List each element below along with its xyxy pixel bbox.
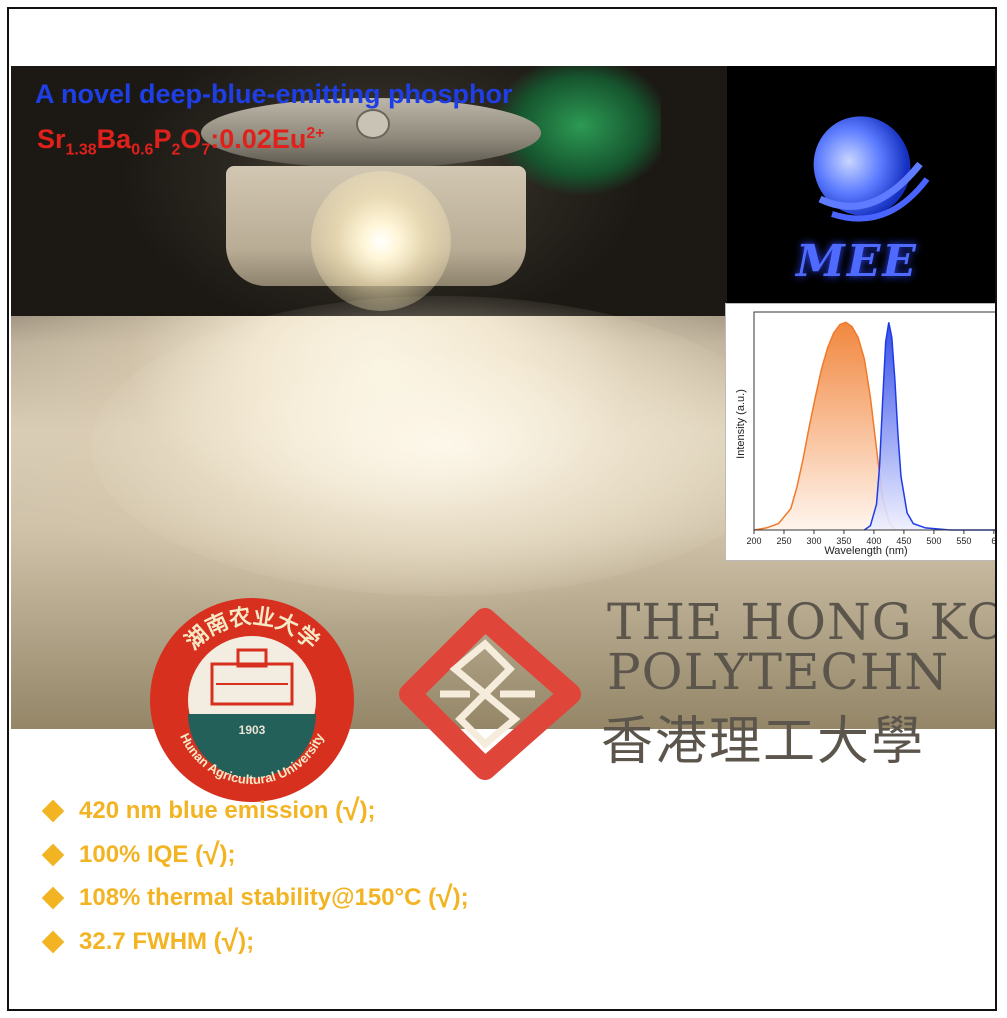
x-tick-label: 450 xyxy=(896,536,911,546)
poster-frame: A novel deep-blue-emitting phosphor Sr1.… xyxy=(7,7,997,1011)
polyu-logo xyxy=(399,608,581,780)
x-tick-label: 300 xyxy=(806,536,821,546)
x-tick-label: 400 xyxy=(866,536,881,546)
feature-item: 32.7 FWHM (√); xyxy=(41,925,254,959)
screw-icon xyxy=(356,109,390,139)
series-1-area xyxy=(864,322,995,530)
diamond-bullet-icon xyxy=(41,886,65,910)
feature-item: 100% IQE (√); xyxy=(41,838,236,872)
feature-item: 420 nm blue emission (√); xyxy=(41,794,376,828)
emission-spectrum-chart: Intensity (a.u.) Wavelength (nm) 200 250 3… xyxy=(725,303,996,561)
mee-logo-text: MEE xyxy=(796,236,918,287)
x-tick-label: 550 xyxy=(956,536,971,546)
hau-year: 1903 xyxy=(239,723,266,737)
y-axis-label: Intensity (a.u.) xyxy=(735,389,747,459)
diamond-bullet-icon xyxy=(41,930,65,954)
feature-item: 108% thermal stability@150°C (√); xyxy=(41,881,469,915)
x-tick-label: 350 xyxy=(836,536,851,546)
hunan-agricultural-university-logo: 1903 湖南农业大学 Hunan Agricultural Universit… xyxy=(150,598,354,802)
x-tick-label: 200 xyxy=(746,536,761,546)
spectrum-svg: Intensity (a.u.) Wavelength (nm) 200 250 3… xyxy=(735,311,996,557)
x-tick-label: 250 xyxy=(776,536,791,546)
polyu-chinese-name: 香港理工大學 xyxy=(601,712,926,772)
x-axis-label: Wavelength (nm) xyxy=(824,545,907,557)
mee-logo-panel: MEE xyxy=(727,66,995,303)
series-0-line xyxy=(753,321,896,531)
polyu-name-line-2: POLYTECHN xyxy=(607,643,950,701)
x-tick-label: 6 xyxy=(991,536,996,546)
led-glow xyxy=(311,171,451,311)
headline: A novel deep-blue-emitting phosphor xyxy=(35,79,513,109)
series-0-area xyxy=(754,322,895,530)
polyu-name-line-1: THE HONG KO xyxy=(607,593,997,651)
diamond-bullet-icon xyxy=(41,843,65,867)
globe-icon xyxy=(813,116,930,222)
diamond-bullet-icon xyxy=(41,799,65,823)
plot-frame xyxy=(753,311,995,531)
chemical-formula: Sr1.38Ba0.6P2O7:0.02Eu2+ xyxy=(37,124,325,159)
light-spot xyxy=(91,296,791,596)
series-1-line xyxy=(863,322,995,531)
x-tick-label: 500 xyxy=(926,536,941,546)
